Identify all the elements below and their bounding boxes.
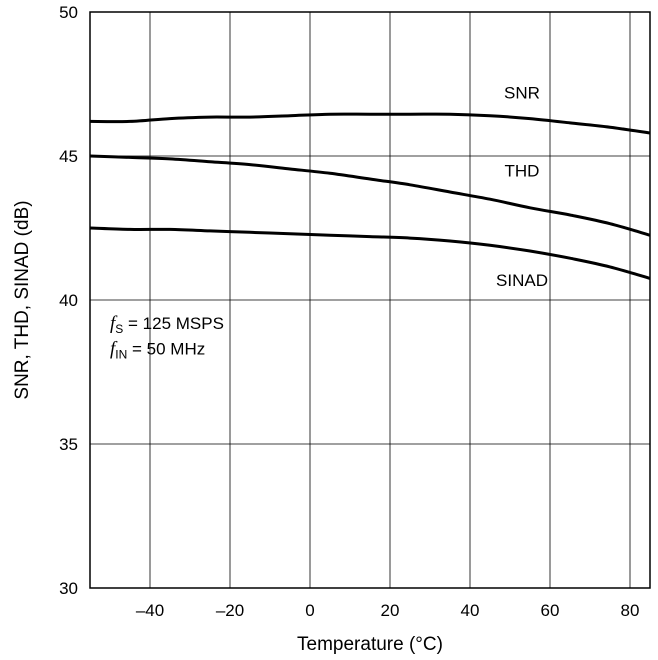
x-tick-label: 40: [461, 601, 480, 620]
y-tick-labels: 30 35 40 45 50: [59, 3, 78, 598]
input-frequency-subscript: IN: [115, 348, 127, 362]
series-line-thd: [89, 154, 651, 237]
series-label-snr: SNR: [504, 84, 540, 103]
y-tick-label: 30: [59, 579, 78, 598]
series-label-sinad: SINAD: [496, 271, 548, 290]
y-tick-label: 50: [59, 3, 78, 22]
x-tick-label: 20: [381, 601, 400, 620]
y-tick-label: 45: [59, 147, 78, 166]
input-frequency-annotation: fIN = 50 MHz: [110, 339, 205, 362]
series-label-thd: THD: [505, 161, 540, 180]
x-tick-label: –40: [136, 601, 164, 620]
series-lines: [89, 112, 651, 280]
sample-rate-subscript: S: [115, 322, 123, 336]
sample-rate-symbol: f: [110, 313, 118, 334]
sample-rate-text: = 125 MSPS: [123, 314, 224, 333]
x-tick-label: 80: [621, 601, 640, 620]
series-labels: SNR THD SINAD: [496, 84, 548, 290]
x-tick-label: 60: [541, 601, 560, 620]
y-axis-title: SNR, THD, SINAD (dB): [12, 200, 33, 399]
x-tick-label: 0: [305, 601, 314, 620]
input-frequency-symbol: f: [110, 339, 118, 360]
plot-frame: [89, 11, 651, 589]
y-tick-label: 40: [59, 291, 78, 310]
x-axis-title: Temperature (°C): [297, 634, 443, 655]
x-tick-label: –20: [216, 601, 244, 620]
input-frequency-text: = 50 MHz: [127, 340, 205, 359]
series-line-sinad: [89, 226, 651, 280]
sample-rate-annotation: fS = 125 MSPS: [110, 313, 224, 336]
series-line-snr: [89, 112, 651, 135]
y-tick-label: 35: [59, 435, 78, 454]
grid-lines: [90, 11, 650, 589]
x-tick-labels: –40 –20 0 20 40 60 80: [136, 601, 640, 620]
